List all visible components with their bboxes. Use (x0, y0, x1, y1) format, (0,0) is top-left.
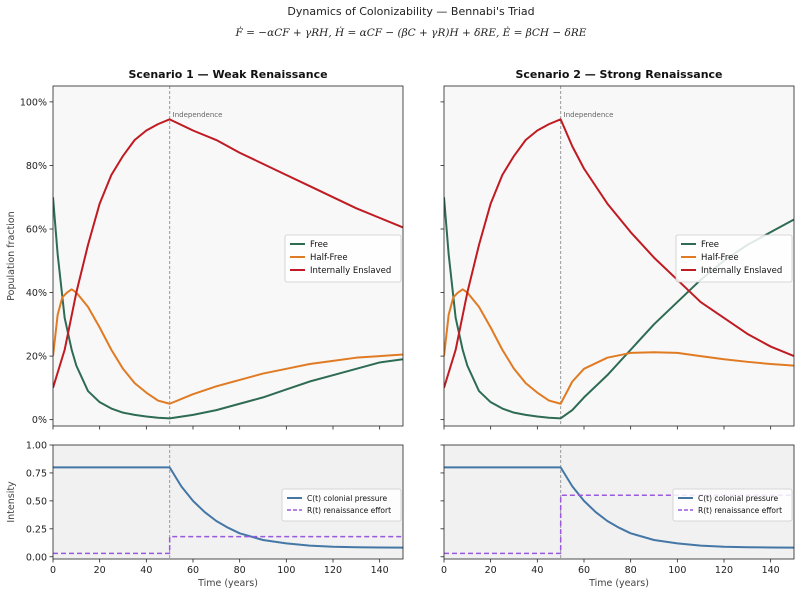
x-tick-label: 120 (715, 565, 733, 576)
x-tick-label: 100 (277, 565, 295, 576)
chart-panel-top-right: Independence Scenario 2 — Strong Renaissa… (440, 68, 795, 430)
legend: C(t) colonial pressure R(t) renaissance e… (281, 488, 402, 522)
y-tick-label: 0.25 (26, 524, 47, 535)
legend-label: Internally Enslaved (701, 266, 782, 276)
x-tick-label: 0 (50, 565, 56, 576)
y-tick-label: 80% (26, 161, 47, 172)
panel-title: Scenario 2 — Strong Renaissance (515, 68, 722, 81)
plot-frame (443, 85, 795, 427)
series-line-half-free (53, 288, 403, 405)
independence-label: Independence (564, 111, 614, 119)
series-line-internally-enslaved (444, 118, 794, 389)
legend-label: Free (310, 240, 328, 250)
x-axis-label: Time (years) (197, 578, 258, 589)
chart-panel-bottom-left: 0 20 40 60 80 100 120 140 0.00 0.25 0.50 0.75 1.00 In… (6, 441, 404, 589)
legend-label: Internally Enslaved (310, 266, 391, 276)
x-tick-label: 140 (371, 565, 389, 576)
x-tick-label: 0 (441, 565, 447, 576)
plot-frame (52, 444, 404, 560)
x-tick-label: 40 (531, 565, 543, 576)
legend-label: Free (701, 240, 719, 250)
y-axis-label: Intensity (6, 481, 17, 523)
series-line-c-t-colonial-pressure (444, 466, 794, 549)
x-tick-label: 100 (668, 565, 686, 576)
series-line-half-free (444, 288, 794, 405)
y-tick-label: 0.50 (26, 496, 47, 507)
plot-frame (52, 85, 404, 427)
x-tick-label: 20 (94, 565, 106, 576)
legend-label: C(t) colonial pressure (698, 494, 778, 503)
y-tick-label: 20% (26, 352, 47, 363)
panel-title: Scenario 1 — Weak Renaissance (128, 68, 327, 81)
y-tick-label: 0.75 (26, 468, 47, 479)
series-line-free (53, 197, 403, 420)
legend-label: Half-Free (310, 253, 348, 263)
legend-box (675, 234, 793, 283)
legend-label: R(t) renaissance effort (307, 506, 391, 515)
x-tick-label: 20 (485, 565, 497, 576)
chart-panel-bottom-right: 0 20 40 60 80 100 120 140 Time (years) C(t) colon… (440, 444, 795, 589)
x-tick-label: 60 (578, 565, 590, 576)
legend: Free Half-Free Internally Enslaved (675, 234, 793, 283)
y-tick-label: 40% (26, 288, 47, 299)
independence-label: Independence (173, 111, 223, 119)
legend: C(t) colonial pressure R(t) renaissance e… (672, 488, 793, 522)
y-tick-label: 1.00 (26, 441, 47, 452)
x-tick-label: 120 (324, 565, 342, 576)
y-tick-label: 0% (32, 415, 47, 426)
series-line-internally-enslaved (53, 118, 403, 389)
x-tick-label: 40 (140, 565, 152, 576)
y-axis-label: Population fraction (6, 211, 17, 300)
legend: Free Half-Free Internally Enslaved (284, 234, 402, 283)
chart-panel-top-left: 0% 20% 40% 60% 80% 100% Independence Scenario 1… (6, 68, 404, 430)
figure-title: Dynamics of Colonizability — Bennabi's T… (287, 5, 534, 18)
y-tick-label: 100% (20, 97, 47, 108)
x-tick-label: 140 (762, 565, 780, 576)
legend-label: C(t) colonial pressure (307, 494, 387, 503)
x-tick-label: 80 (625, 565, 637, 576)
series-line-r-t-renaissance-effort (53, 535, 403, 555)
legend-box (281, 488, 402, 522)
x-axis-label: Time (years) (588, 578, 649, 589)
y-tick-label: 60% (26, 224, 47, 235)
legend-box (284, 234, 402, 283)
legend-label: R(t) renaissance effort (698, 506, 782, 515)
x-tick-label: 60 (187, 565, 199, 576)
y-tick-label: 0.00 (26, 552, 47, 563)
x-tick-label: 80 (234, 565, 246, 576)
legend-box (672, 488, 793, 522)
figure-equation: Ḟ = −αCF + γRH, Ḣ = αCF − (βC + γR)H + δ… (235, 25, 587, 39)
series-line-c-t-colonial-pressure (53, 466, 403, 549)
legend-label: Half-Free (701, 253, 739, 263)
plot-frame (443, 444, 795, 560)
